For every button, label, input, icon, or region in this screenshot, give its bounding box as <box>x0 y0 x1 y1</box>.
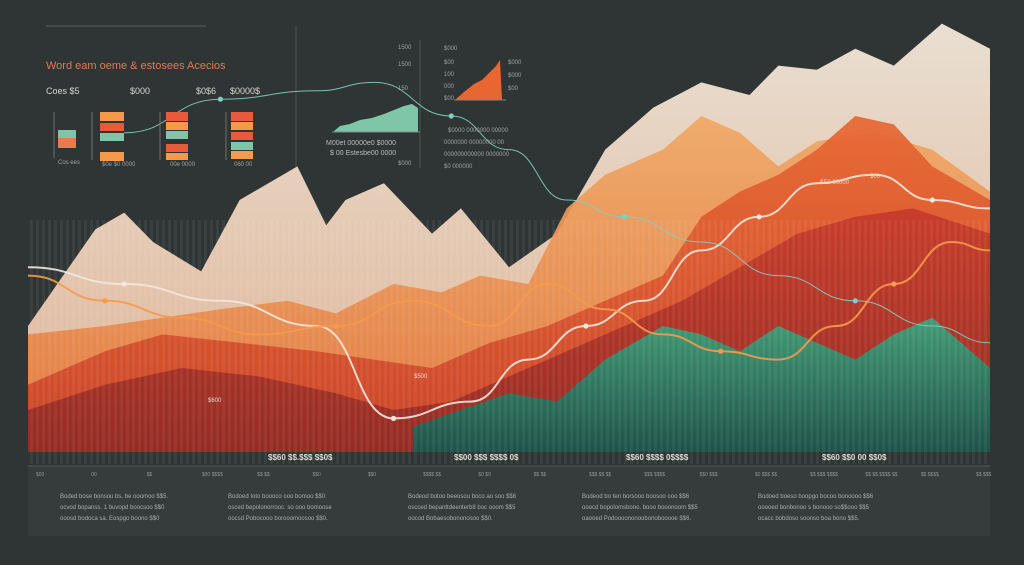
mini-left-axis-1: 1500 <box>398 45 412 51</box>
bar-caption-a: $0e $0 0000 <box>102 162 136 168</box>
mini-right-value-1: $000 <box>508 60 522 66</box>
note-col-2: Bodoed Ioto boooco ooo bomoo $$0. osced … <box>228 492 378 525</box>
line-teal-point <box>852 298 858 304</box>
mini-right-value-3: $00 <box>508 86 519 92</box>
note-line: ocvod bopanss. 1 buvopd boocsoo $$0 <box>60 505 165 511</box>
x-tick-label: $$ $$$ <box>976 472 992 478</box>
note-col-3: Bodeod botoo beeosou boco ao soo $$6 osc… <box>408 492 558 525</box>
line-white-point <box>583 323 589 329</box>
line-white <box>27 173 991 420</box>
note-line: oocsd Pobocooo borooomoosoo $$0. <box>228 516 328 522</box>
mini-right-caption-2: 0000000 00000000 00 <box>444 140 505 146</box>
strip-label: $$60 $$$$ 0$$$$ <box>626 453 689 462</box>
x-tick-label: $0 $$$ $$ <box>755 472 777 478</box>
stat-4: $0000$ <box>230 86 261 96</box>
stat-2: $000 <box>130 86 151 96</box>
note-line: oaooed Podoooononoobonobooooe $$6. <box>582 516 692 522</box>
mini-left-footer: $000 <box>398 161 412 167</box>
mini-right-axis-4: $00 <box>444 96 455 102</box>
annotation-3: $00 <box>870 174 881 180</box>
annotation-1: $600 <box>208 398 222 404</box>
x-tick-label: $$ $$$ $$$$ <box>810 472 838 478</box>
x-tick-label: $$0 <box>368 472 377 478</box>
strip-label: $$60 $$.$$$ $$0$ <box>268 453 333 462</box>
x-tick-label: $$ <box>147 472 153 478</box>
note-line: ooooed bonbonoo s bonooo so$$ooo $$5 <box>758 505 870 511</box>
x-tick-label: 00 <box>91 472 97 478</box>
x-tick-label: $00 <box>36 472 45 478</box>
note-line: oscced bepanttdeenterb8 boc ooom $$5 <box>408 505 516 511</box>
x-tick-label: $$0 $$$ <box>700 472 718 478</box>
mini-orange-area <box>455 60 502 100</box>
line-white-point <box>121 281 127 287</box>
x-tick-label: $0 $0 <box>478 472 491 478</box>
x-tick-label: $$0 <box>312 472 321 478</box>
note-line: Bodoed boeso boopgo bocoo bonoooo $$6 <box>758 494 874 500</box>
line-orange-point <box>891 281 897 287</box>
mini-right-top: $000 <box>444 46 458 52</box>
line-orange-point <box>718 348 724 354</box>
stat-3: $0$6 <box>196 86 217 96</box>
mini-right-axis-2: 100 <box>444 72 455 78</box>
x-tick-label: $00 $$$$ <box>202 472 223 478</box>
bar-caption: Cos ees <box>58 160 81 166</box>
note-col-4: Bodeod bo ten borsooo boosoo ooo $$6 ooo… <box>582 492 732 525</box>
bar-caption-b: 00e 0000 <box>170 162 196 168</box>
x-tick-label: $$$$ $$ <box>423 472 441 478</box>
x-tick-label: $$$ $$$$ <box>644 472 665 478</box>
x-tick-label: $$ $$ <box>534 472 547 478</box>
annotation-4: $E0 00000 <box>820 180 850 186</box>
mini-left-caption-2: $ 00 Estesbe00 0000 <box>330 150 397 157</box>
x-tick-label: $$ $$$$ <box>921 472 939 478</box>
line-orange-point <box>544 281 551 287</box>
strip-label: $$00 $$$ $$$$ 0$ <box>454 453 519 462</box>
bar-caption-c: 060 00 <box>234 162 253 168</box>
x-tick-label: $$ $$ <box>257 472 270 478</box>
line-teal-point <box>448 113 454 119</box>
line-white-point <box>390 415 397 421</box>
mini-left-axis-3: 150 <box>398 86 409 92</box>
x-tick-label: $$$ $$ $$ <box>589 472 611 478</box>
mini-left-caption: M00et 00000e0 $0000 <box>326 140 397 147</box>
note-line: Bodoed Ioto boooco ooo bomoo $$0. <box>228 494 327 500</box>
mini-right-value-2: $000 <box>508 73 522 79</box>
x-tick-label: $$ $$ $$$$ $$ <box>865 472 897 478</box>
note-col-1: Boded bose bonsou bs. be ooomoo $$5. ocv… <box>60 492 210 525</box>
note-col-5: Bodoed boeso boopgo bocoo bonoooo $$6 oo… <box>758 492 908 525</box>
line-white-point <box>929 197 935 203</box>
line-orange-point <box>333 323 339 329</box>
mini-right-caption-1: $0000 0000000 00000 <box>448 128 509 134</box>
stat-1: Coes $5 <box>46 86 80 96</box>
line-orange-point <box>102 298 108 304</box>
note-line: oocod Bobaesobononosoo $$0. <box>408 516 493 522</box>
mini-left-axis-2: 1500 <box>398 62 412 68</box>
mini-right-caption-3: 000000000000 0000000 <box>444 152 510 158</box>
notes-panel <box>28 466 990 536</box>
note-line: ooocd bopolomsbono. booo booonoom $$5 <box>582 505 698 511</box>
note-line: ocacc bobdoso soonso boa bono $$5. <box>758 516 860 522</box>
note-line: ooosd bodoca sa. Eospgo boono $$0 <box>60 516 160 522</box>
line-teal-point <box>217 96 223 102</box>
mini-green-area <box>333 104 418 132</box>
strip-label: $$60 $$0 00 $$0$ <box>822 453 887 462</box>
line-orange <box>27 240 991 361</box>
mini-right-axis-3: 000 <box>444 84 455 90</box>
note-line: Bodeod botoo beeosou boco ao soo $$6 <box>408 494 517 500</box>
line-teal-point <box>621 214 628 220</box>
line-white-point <box>756 214 762 220</box>
chart-title: Word eam oeme & estosees Acecios <box>46 60 226 72</box>
mini-right-caption-4: $0 000000 <box>444 164 473 170</box>
annotation-2: $500 <box>414 374 428 380</box>
mini-bar-stacks <box>53 112 253 161</box>
mini-right-axis-1: $00 <box>444 60 455 66</box>
note-line: Bodeod bo ten borsooo boosoo ooo $$6 <box>582 494 690 500</box>
note-line: Boded bose bonsou bs. be ooomoo $$5. <box>60 494 169 500</box>
note-line: osced bepolonorrooc. so ooo bomoose <box>228 505 332 511</box>
